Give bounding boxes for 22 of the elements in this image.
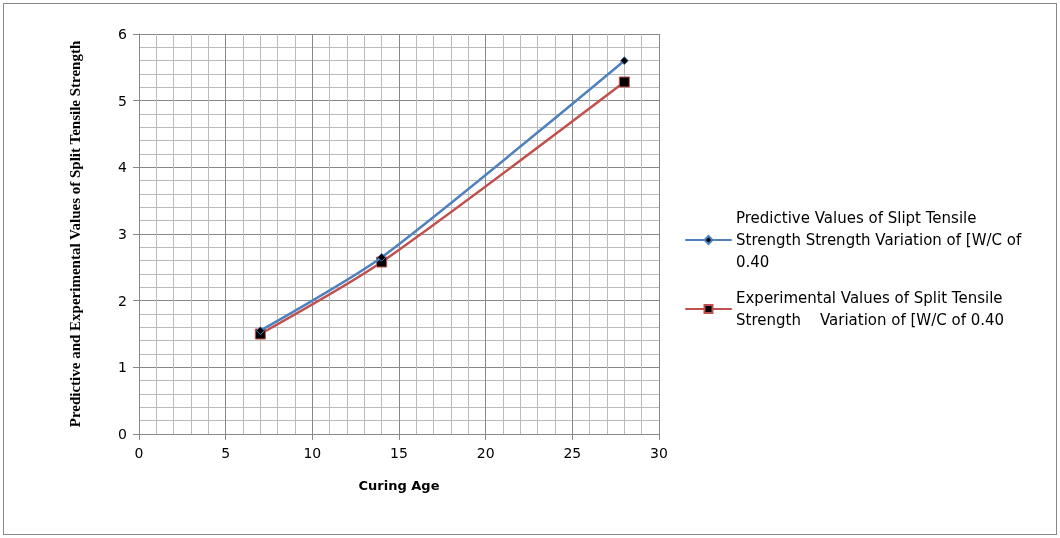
y-tick-label: 3 <box>118 226 127 242</box>
point <box>618 76 630 88</box>
y-tick-label: 1 <box>118 359 127 376</box>
x-tick-label: 15 <box>390 445 408 461</box>
y-tick-label: 4 <box>118 159 128 176</box>
y-tick-label: 5 <box>118 92 127 109</box>
x-tick-label: 0 <box>134 445 144 461</box>
x-tick-label: 10 <box>303 445 322 461</box>
point <box>377 252 387 262</box>
y-tick-label: 6 <box>118 26 128 42</box>
point <box>619 56 629 66</box>
x-axis-title: Curing Age <box>358 478 440 493</box>
y-axis-title: Predictive and Experimental Values of Split Tensile Strength <box>67 40 83 428</box>
y-tick-label: 0 <box>118 426 127 442</box>
legend-label: Experimental Values of Split Tensile Strength Variation of [W/C of 0.40 <box>736 289 1017 329</box>
x-tick-label: 30 <box>650 445 668 461</box>
legend-label: Predictive Values of Slipt Tensile Strength Strength Variation of [W/C of 0.40 <box>736 209 1027 271</box>
y-tick-label: 2 <box>118 292 127 309</box>
x-tick-label: 5 <box>221 445 231 461</box>
point <box>255 326 265 336</box>
x-tick-label: 25 <box>563 445 582 461</box>
x-tick-label: 20 <box>476 445 495 461</box>
